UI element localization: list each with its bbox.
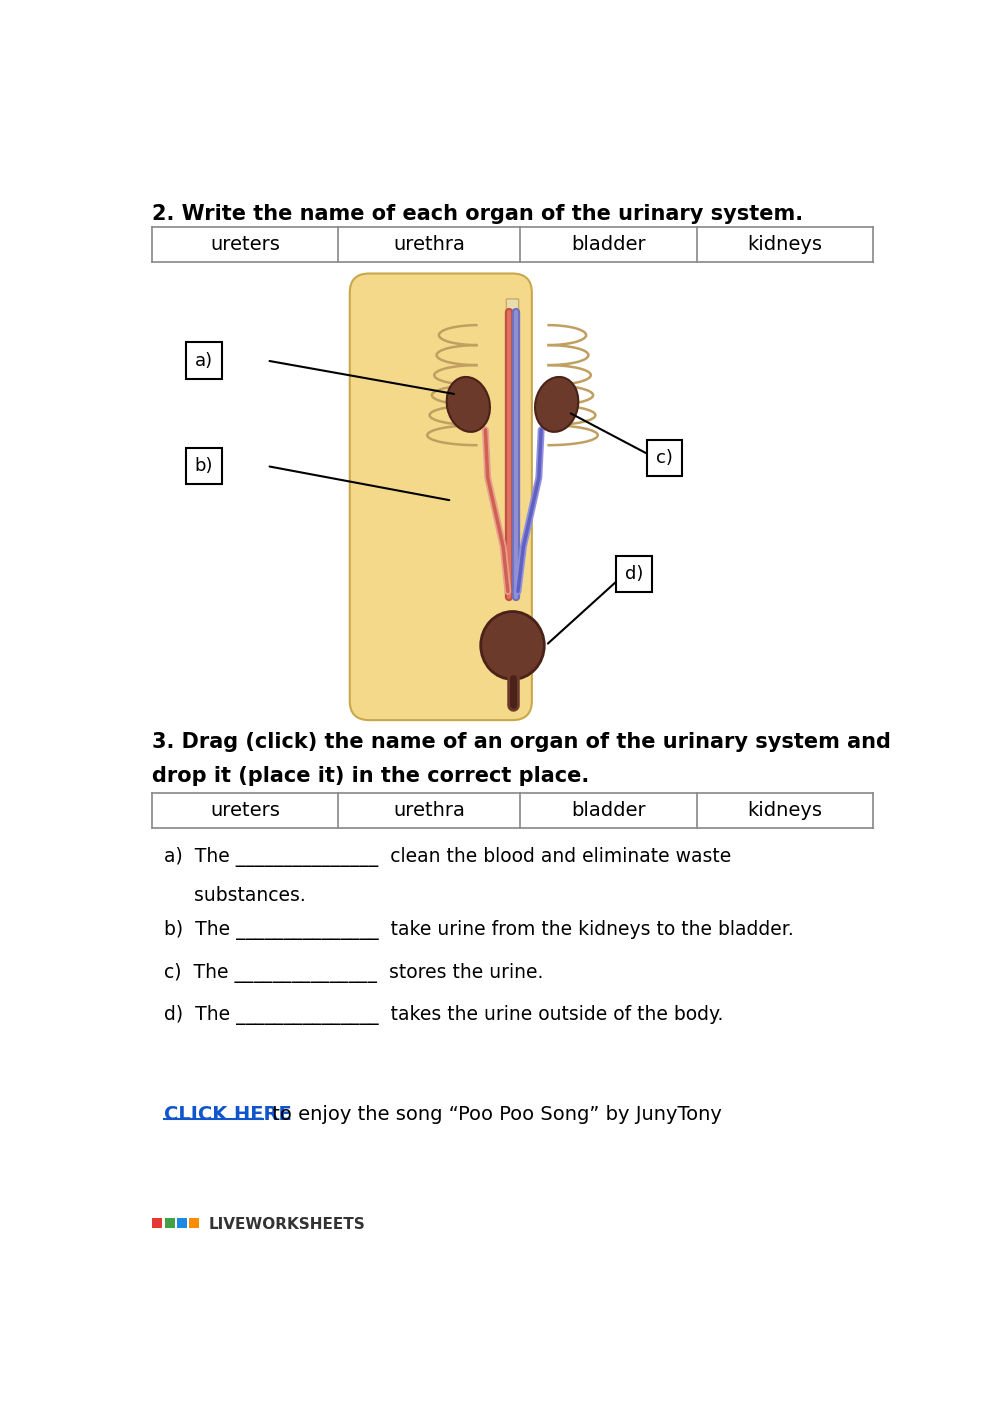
FancyBboxPatch shape <box>506 447 519 458</box>
Ellipse shape <box>447 377 490 432</box>
FancyBboxPatch shape <box>165 1218 175 1228</box>
Text: d)  The _______________  takes the urine outside of the body.: d) The _______________ takes the urine o… <box>164 1005 723 1024</box>
FancyBboxPatch shape <box>177 1218 187 1228</box>
FancyBboxPatch shape <box>152 1218 162 1228</box>
Text: b): b) <box>195 456 213 475</box>
FancyBboxPatch shape <box>506 496 519 507</box>
Text: bladder: bladder <box>571 801 646 820</box>
Text: ureters: ureters <box>210 801 280 820</box>
Ellipse shape <box>481 612 544 680</box>
Text: a)  The _______________  clean the blood and eliminate waste: a) The _______________ clean the blood a… <box>164 848 731 868</box>
FancyBboxPatch shape <box>506 520 519 531</box>
Text: drop it (place it) in the correct place.: drop it (place it) in the correct place. <box>152 766 589 786</box>
FancyBboxPatch shape <box>506 348 519 359</box>
Text: to enjoy the song “Poo Poo Song” by JunyTony: to enjoy the song “Poo Poo Song” by Juny… <box>266 1105 722 1125</box>
Text: 2. Write the name of each organ of the urinary system.: 2. Write the name of each organ of the u… <box>152 205 803 225</box>
Text: kidneys: kidneys <box>747 801 822 820</box>
Text: b)  The _______________  take urine from the kidneys to the bladder.: b) The _______________ take urine from t… <box>164 920 794 940</box>
Text: substances.: substances. <box>164 886 306 904</box>
Text: kidneys: kidneys <box>747 235 822 254</box>
Text: urethra: urethra <box>393 801 465 820</box>
FancyBboxPatch shape <box>506 397 519 408</box>
Text: bladder: bladder <box>571 235 646 254</box>
Text: d): d) <box>625 565 643 582</box>
FancyBboxPatch shape <box>506 472 519 482</box>
FancyBboxPatch shape <box>506 373 519 383</box>
Text: c): c) <box>656 449 673 468</box>
Text: CLICK HERE: CLICK HERE <box>164 1105 292 1125</box>
Ellipse shape <box>535 377 578 432</box>
FancyBboxPatch shape <box>506 324 519 335</box>
Text: ureters: ureters <box>210 235 280 254</box>
Text: LIVEWORKSHEETS: LIVEWORKSHEETS <box>209 1217 365 1232</box>
FancyBboxPatch shape <box>506 300 519 309</box>
FancyBboxPatch shape <box>506 422 519 432</box>
Text: a): a) <box>195 352 213 370</box>
Text: urethra: urethra <box>393 235 465 254</box>
Text: 3. Drag (click) the name of an organ of the urinary system and: 3. Drag (click) the name of an organ of … <box>152 732 891 752</box>
FancyBboxPatch shape <box>189 1218 199 1228</box>
Text: c)  The _______________  stores the urine.: c) The _______________ stores the urine. <box>164 962 543 982</box>
FancyBboxPatch shape <box>350 274 532 721</box>
